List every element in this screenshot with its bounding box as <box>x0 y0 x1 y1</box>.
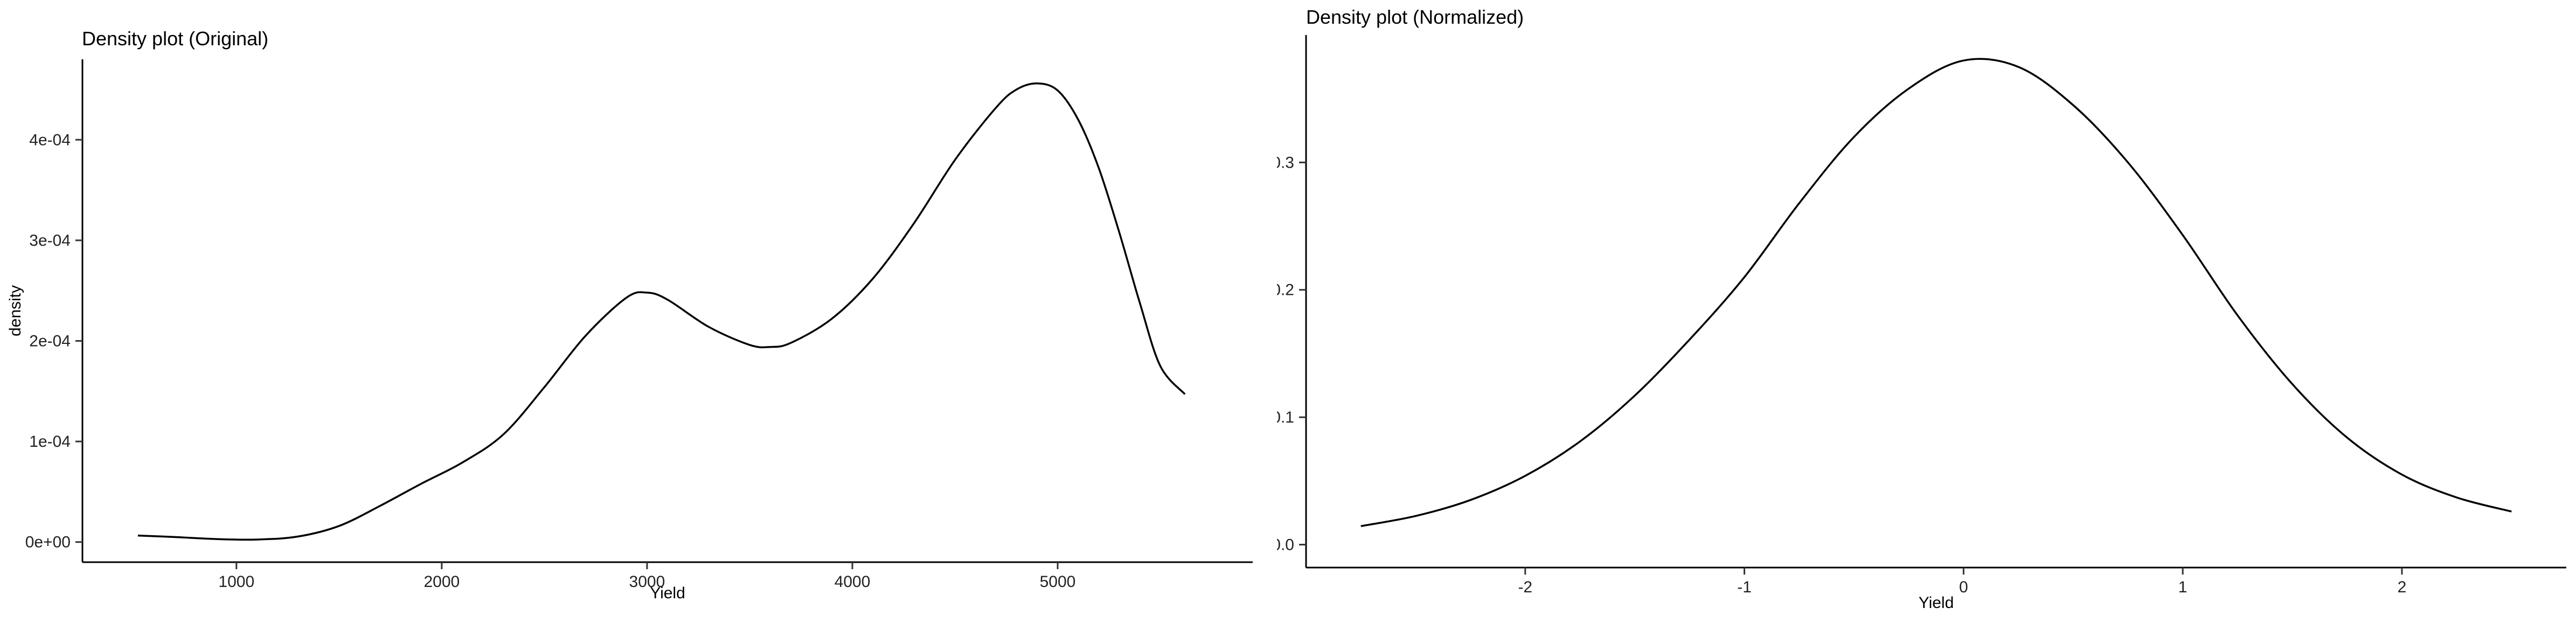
chart-title: Density plot (Normalized) <box>1306 6 1524 28</box>
y-tick-label: 0.1 <box>1277 409 1294 426</box>
density-original-chart: Density plot (Original) 0e+00 1e-04 2e-04 3e… <box>6 27 1253 602</box>
y-tick-label: 3e-04 <box>29 232 71 250</box>
x-tick-label: 4000 <box>835 573 871 591</box>
x-tick-label: -1 <box>1737 578 1752 596</box>
y-tick-label: 4e-04 <box>29 131 71 149</box>
density-plot-normalized: Density plot (Normalized) 0.0 0.1 0.2 0.3 -2 -… <box>1277 0 2576 622</box>
x-tick-label: 5000 <box>1040 573 1076 591</box>
density-curve <box>137 82 1186 541</box>
y-tick-label: 1e-04 <box>29 433 71 451</box>
x-tick-label: 1000 <box>218 573 254 591</box>
density-plot-original: Density plot (Original) 0e+00 1e-04 2e-04 3e… <box>0 0 1277 622</box>
x-axis-label: Yield <box>1919 594 1954 612</box>
density-normalized-chart: Density plot (Normalized) 0.0 0.1 0.2 0.3 -2 -… <box>1277 6 2566 612</box>
chart-title: Density plot (Original) <box>82 27 268 50</box>
y-tick-label: 0.2 <box>1277 281 1294 299</box>
density-curve <box>1360 58 2512 527</box>
y-tick-label: 0.3 <box>1277 154 1294 171</box>
x-tick-label: 2000 <box>423 573 460 591</box>
x-tick-label: 1 <box>2178 578 2188 596</box>
x-tick-label: 0 <box>1959 578 1968 596</box>
x-tick-label: 2 <box>2398 578 2407 596</box>
y-tick-label: 2e-04 <box>29 332 71 350</box>
x-tick-label: -2 <box>1518 578 1532 596</box>
y-tick-label: 0e+00 <box>25 534 71 551</box>
x-tick-label: 3000 <box>629 573 665 591</box>
y-axis-label: density <box>6 285 24 336</box>
x-axis-label: Yield <box>650 584 685 602</box>
y-tick-label: 0.0 <box>1277 536 1294 554</box>
